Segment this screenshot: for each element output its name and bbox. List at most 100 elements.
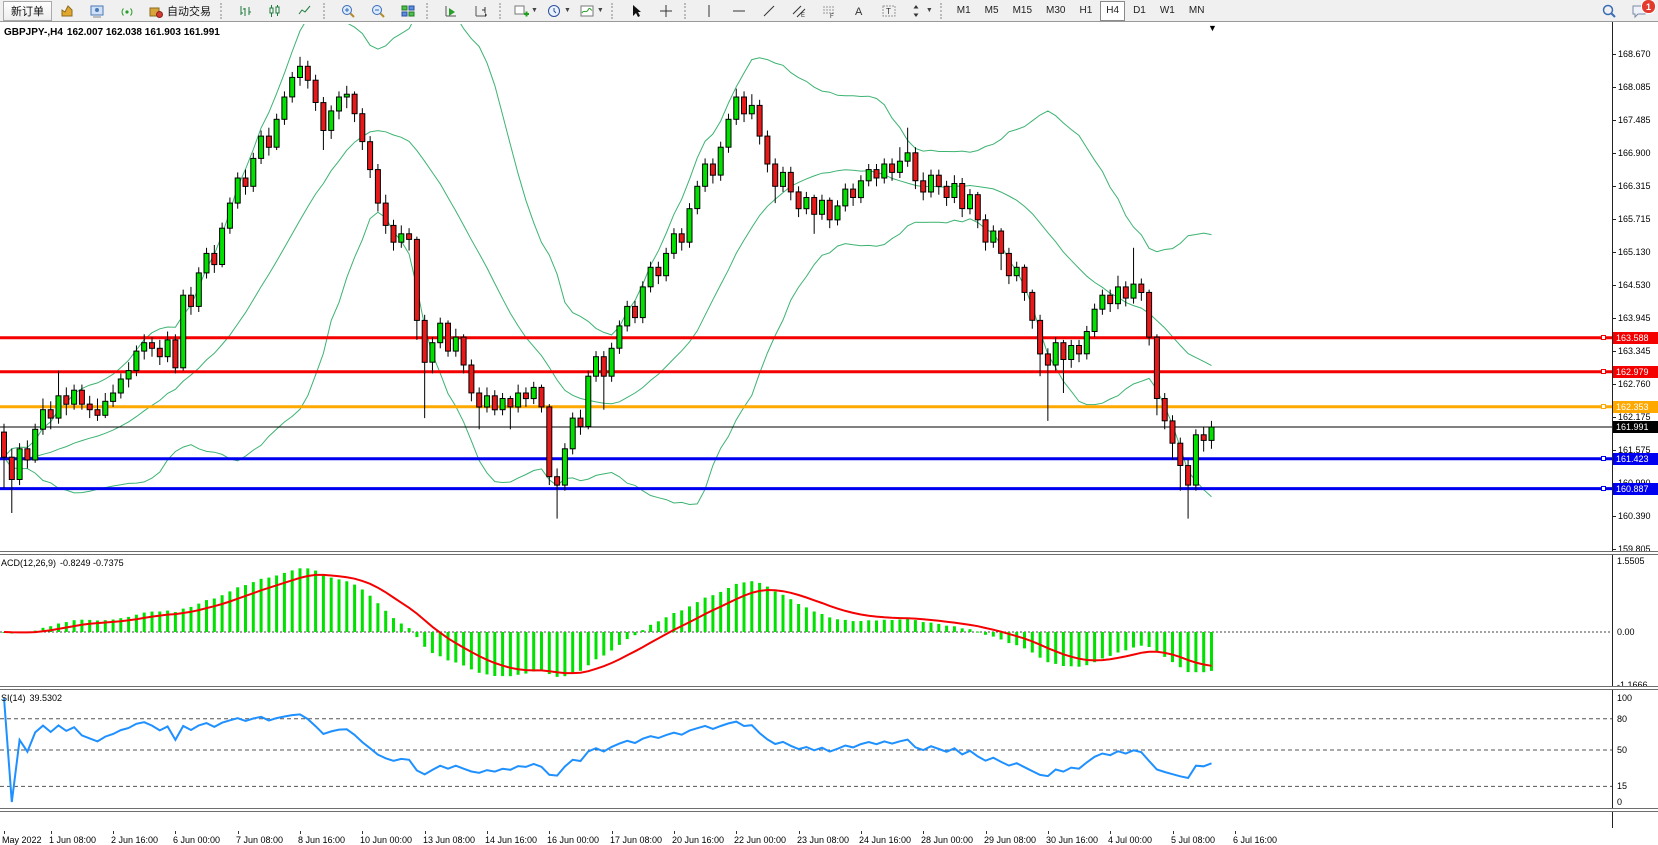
time-tick-label: 17 Jun 08:00 — [610, 835, 663, 845]
macd-tick-label: -1.1666 — [1617, 680, 1648, 690]
trendline-button[interactable] — [755, 1, 783, 21]
autotrade-button[interactable]: 自动交易 — [143, 1, 216, 21]
time-tick — [799, 831, 800, 834]
toolbar-separator — [939, 2, 947, 19]
autotrade-icon — [149, 7, 163, 18]
template-button[interactable]: ▼ — [576, 1, 607, 21]
toolbar-separator — [220, 2, 227, 19]
time-tick-label: 28 Jun 00:00 — [921, 835, 974, 845]
channel-button[interactable]: E — [785, 1, 813, 21]
level-line-handle[interactable] — [1601, 369, 1606, 374]
signal-button[interactable] — [113, 1, 141, 21]
vline-button[interactable] — [695, 1, 723, 21]
zoom-in-icon — [342, 4, 355, 18]
macd-indicator-label: ACD(12,26,9) -0.8249 -0.7375 — [1, 558, 124, 568]
chat-button[interactable]: 1 — [1625, 0, 1656, 21]
timeframe-m15-button[interactable]: M15 — [1012, 5, 1033, 16]
chart-bars-icon — [240, 5, 251, 16]
new-chart-button[interactable]: ▼ — [510, 1, 541, 21]
zoom-out-button[interactable] — [364, 1, 392, 21]
price-badge: 162.353 — [1613, 401, 1658, 413]
market-watch-button[interactable] — [53, 1, 81, 21]
navigator-button[interactable] — [83, 1, 111, 21]
timeframe-h1-button[interactable]: H1 — [1079, 5, 1093, 16]
time-tick-label: 22 Jun 00:00 — [734, 835, 787, 845]
text-label-button[interactable]: T — [875, 1, 903, 21]
time-tick — [986, 831, 987, 834]
timeframe-mn-button[interactable]: MN — [1188, 5, 1205, 16]
level-line-handle[interactable] — [1601, 335, 1606, 340]
step-forward-icon — [475, 5, 487, 17]
chevron-down-icon: ▼ — [925, 7, 933, 14]
template-icon — [580, 5, 594, 16]
price-tick — [1612, 120, 1616, 121]
text-button[interactable]: A — [845, 1, 873, 21]
search-icon — [1602, 4, 1616, 18]
chart-shift-marker[interactable]: ▼ — [1208, 23, 1217, 33]
search-button[interactable] — [1595, 1, 1623, 21]
timeframe-h4-button[interactable]: H4 — [1100, 0, 1126, 21]
time-tick — [238, 831, 239, 834]
channel-icon: E — [792, 5, 806, 19]
level-line-handle[interactable] — [1601, 404, 1606, 409]
svg-text:A: A — [855, 6, 863, 18]
time-tick-label: May 2022 — [2, 835, 42, 845]
crosshair-button[interactable] — [652, 1, 680, 21]
chart-candles-button[interactable] — [261, 1, 289, 21]
price-tick-label: 163.945 — [1618, 312, 1651, 323]
time-tick — [4, 831, 5, 834]
time-tick-label: 16 Jun 00:00 — [547, 835, 600, 845]
timeframe-m1-button[interactable]: M1 — [956, 5, 971, 16]
pane-separator — [0, 686, 1658, 690]
rsi-indicator-label: SI(14) 39.5302 — [1, 693, 63, 703]
time-tick — [1048, 831, 1049, 834]
zoom-in-button[interactable] — [334, 1, 362, 21]
timeframe-w1-button[interactable]: W1 — [1159, 5, 1175, 16]
timeframe-m30-button[interactable]: M30 — [1046, 5, 1066, 16]
time-tick-label: 29 Jun 08:00 — [984, 835, 1037, 845]
time-tick — [1110, 831, 1111, 834]
clock-button[interactable]: ▼ — [543, 1, 574, 21]
new-order-button[interactable]: 新订单 — [3, 0, 52, 21]
cursor-button[interactable] — [622, 1, 650, 21]
time-tick-label: 7 Jun 08:00 — [236, 835, 284, 845]
price-tick-label: 159.805 — [1618, 544, 1651, 555]
tile-windows-button[interactable] — [394, 1, 422, 21]
fibonacci-button[interactable]: F — [815, 1, 843, 21]
macd-chart[interactable] — [0, 555, 1612, 686]
price-tick-label: 163.345 — [1618, 346, 1651, 357]
time-tick — [549, 831, 550, 834]
level-line-handle[interactable] — [1601, 486, 1606, 491]
price-tick-label: 166.315 — [1618, 180, 1651, 191]
price-tick — [1612, 252, 1616, 253]
time-tick — [300, 831, 301, 834]
price-tick-label: 168.670 — [1618, 48, 1651, 59]
strategy-test-button[interactable] — [437, 1, 465, 21]
crosshair-icon — [659, 4, 672, 17]
arrows-button[interactable]: ▼ — [905, 1, 936, 21]
timeframe-d1-button[interactable]: D1 — [1133, 5, 1146, 16]
level-line-handle[interactable] — [1601, 456, 1606, 461]
chevron-down-icon: ▼ — [563, 7, 571, 14]
time-tick-label: 24 Jun 16:00 — [859, 835, 912, 845]
time-tick — [612, 831, 613, 834]
price-tick — [1612, 186, 1616, 187]
time-tick-label: 6 Jun 00:00 — [173, 835, 221, 845]
time-tick — [674, 831, 675, 834]
time-tick-label: 30 Jun 16:00 — [1046, 835, 1099, 845]
chevron-down-icon: ▼ — [531, 7, 538, 14]
rsi-chart[interactable] — [0, 690, 1612, 808]
step-forward-button[interactable] — [467, 1, 495, 21]
chart-line-button[interactable] — [291, 1, 319, 21]
time-tick — [923, 831, 924, 834]
timeframe-m5-button[interactable]: M5 — [984, 5, 999, 16]
strategy-test-icon — [445, 5, 456, 16]
toolbar-separator — [499, 2, 506, 19]
chart-area[interactable]: GBPJPY-,H4 162.007 162.038 161.903 161.99… — [0, 22, 1658, 845]
chart-bars-button[interactable] — [231, 1, 259, 21]
signal-icon — [121, 7, 133, 16]
hline-button[interactable] — [725, 1, 753, 21]
rsi-tick-label: 80 — [1617, 713, 1628, 724]
candlestick-chart[interactable] — [0, 24, 1612, 551]
price-badge: 161.423 — [1613, 453, 1658, 465]
